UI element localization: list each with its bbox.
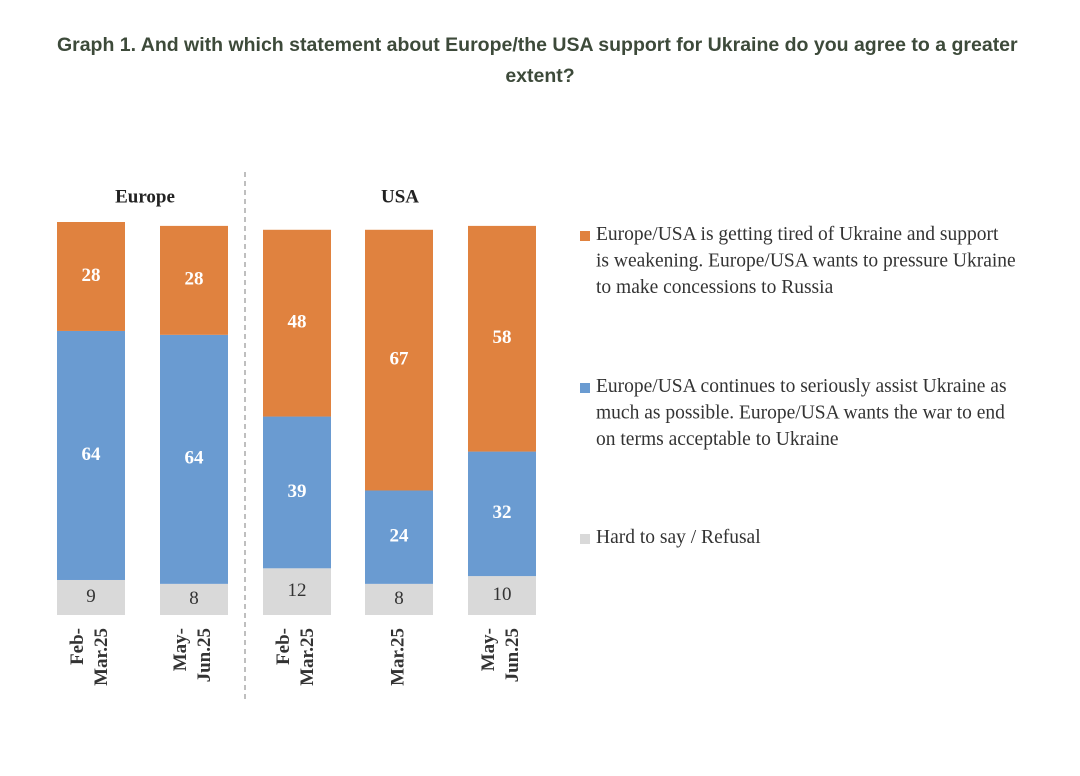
data-label: 64 [82,444,102,465]
x-tick-label: Feb- Mar.25 [273,628,318,686]
bar-segment [365,583,433,615]
data-label: 67 [390,348,410,369]
bar-segment [160,583,228,615]
bar-segment [468,225,536,452]
x-tick-label: May- Jun.25 [478,628,523,682]
bar-segment [263,229,331,417]
data-label: 39 [288,481,307,502]
data-label: 32 [493,502,512,523]
bar-segment [160,334,228,584]
data-label: 28 [82,265,101,286]
legend-label: Hard to say / Refusal [596,527,761,548]
bar-segment [160,225,228,335]
bar-segment [57,330,125,580]
data-label: 48 [288,312,307,333]
bar-segment [468,576,536,615]
data-label: 9 [86,586,96,607]
chart-title: Graph 1. And with which statement about … [57,34,1023,87]
data-label: 28 [185,269,204,290]
bar-segment [57,222,125,331]
bar-segment [365,229,433,491]
bar-segment [263,416,331,569]
data-label: 24 [390,526,410,547]
legend-label: Europe/USA is getting tired of Ukraine a… [596,224,1021,298]
bar-segment [57,579,125,615]
bar-segment [365,490,433,584]
data-label: 64 [185,448,205,469]
legend-swatch [580,383,590,393]
data-label: 8 [189,588,199,609]
legend-swatch [580,231,590,241]
x-tick-label: Feb- Mar.25 [67,628,112,686]
bar-segment [263,568,331,615]
data-label: 12 [288,580,307,601]
data-label: 10 [493,584,512,605]
group-label: USA [381,186,419,207]
group-label: Europe [115,186,175,207]
data-label: 8 [394,588,404,609]
data-label: 58 [493,327,512,348]
legend-label: Europe/USA continues to seriously assist… [596,376,1011,450]
legend-swatch [580,534,590,544]
x-tick-label: May- Jun.25 [170,628,215,682]
bar-segment [468,451,536,577]
x-tick-label: Mar.25 [387,628,408,686]
